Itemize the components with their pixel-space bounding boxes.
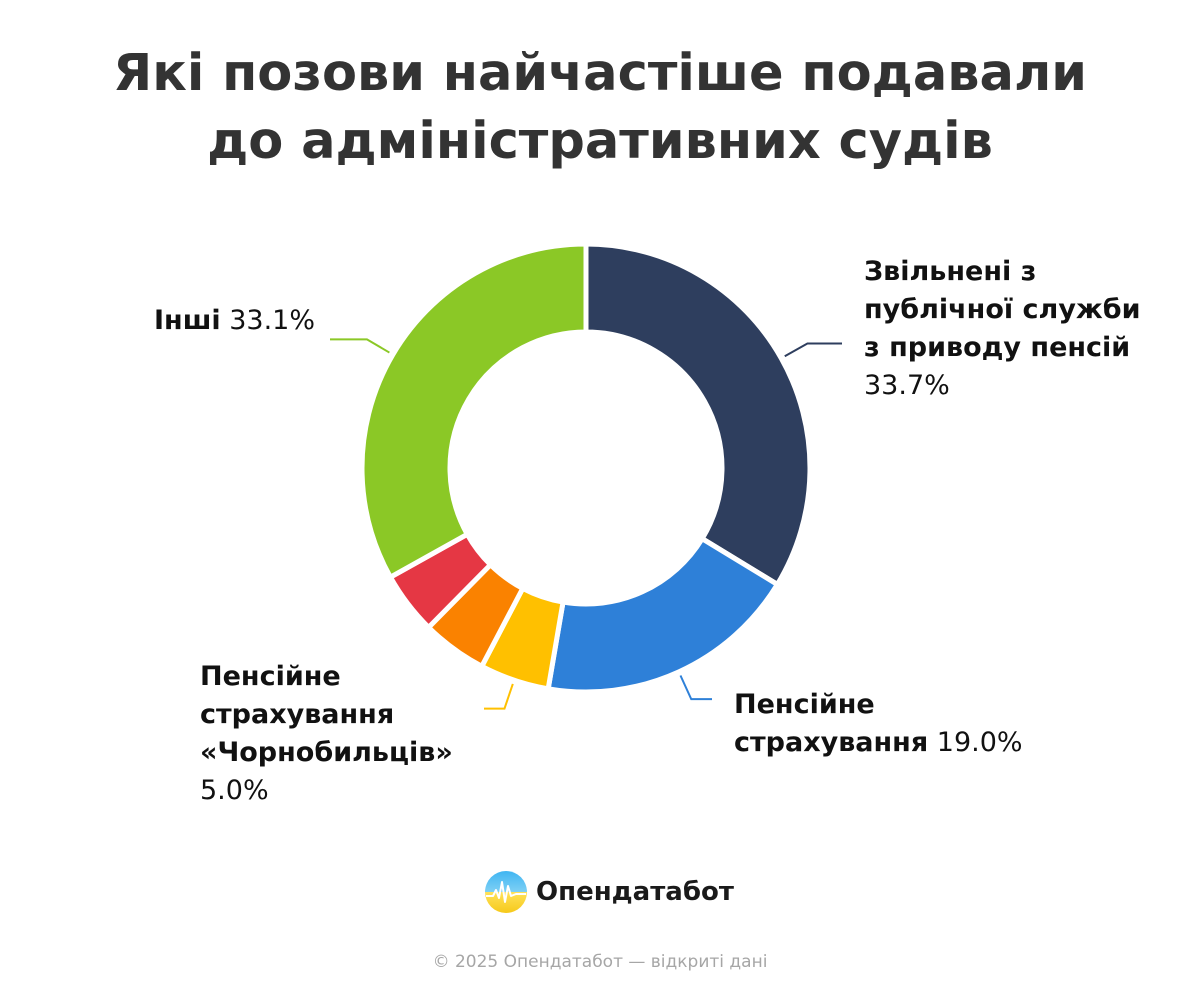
label-text: «Чорнобильців» — [200, 737, 453, 768]
slice-label-pension-insurance: Пенсійне страхування 19.0% — [734, 686, 1023, 762]
chart-title-line-1: Які позови найчастіше подавали — [112, 44, 1088, 103]
donut-slices — [359, 241, 813, 695]
donut-slice-pension-insurance — [545, 536, 780, 695]
label-text: Звільнені з — [864, 256, 1037, 287]
copyright-footer: © 2025 Опендатабот — відкриті дані — [432, 952, 768, 972]
label-value: 33.7% — [864, 370, 950, 401]
slice-label-other: Інші 33.1% — [154, 302, 315, 340]
label-value: 33.1% — [229, 305, 316, 336]
label-text: публічної служби — [864, 294, 1141, 325]
slice-label-dismissed: Звільнені з публічної служби з приводу п… — [864, 253, 1141, 405]
leader-line-other — [330, 338, 390, 354]
label-text: Інші — [154, 305, 221, 336]
chart-title-line-2: до адміністративних судів — [207, 112, 993, 171]
leader-line-pension-insurance — [679, 675, 712, 701]
slice-label-chornobyl: Пенсійне страхування «Чорнобильців» 5.0% — [200, 658, 453, 810]
leader-lines — [330, 338, 842, 710]
label-text: страхування — [200, 699, 395, 730]
label-text: Пенсійне — [734, 689, 875, 720]
label-value: 19.0% — [936, 727, 1023, 758]
brand-name: Опендатабот — [536, 877, 734, 907]
donut-slice-other — [359, 241, 589, 580]
label-text: Пенсійне — [200, 661, 341, 692]
label-text: з приводу пенсій — [864, 332, 1131, 363]
opendatabot-logo-icon — [485, 871, 527, 913]
brand: Опендатабот — [484, 870, 734, 914]
label-value: 5.0% — [200, 775, 269, 806]
chart-title: Які позови найчастіше подавали до адміні… — [0, 40, 1200, 176]
label-text: страхування — [734, 727, 929, 758]
donut-slice-dismissed — [583, 241, 813, 587]
leader-line-dismissed — [784, 342, 842, 358]
leader-line-chornobyl — [484, 683, 514, 710]
